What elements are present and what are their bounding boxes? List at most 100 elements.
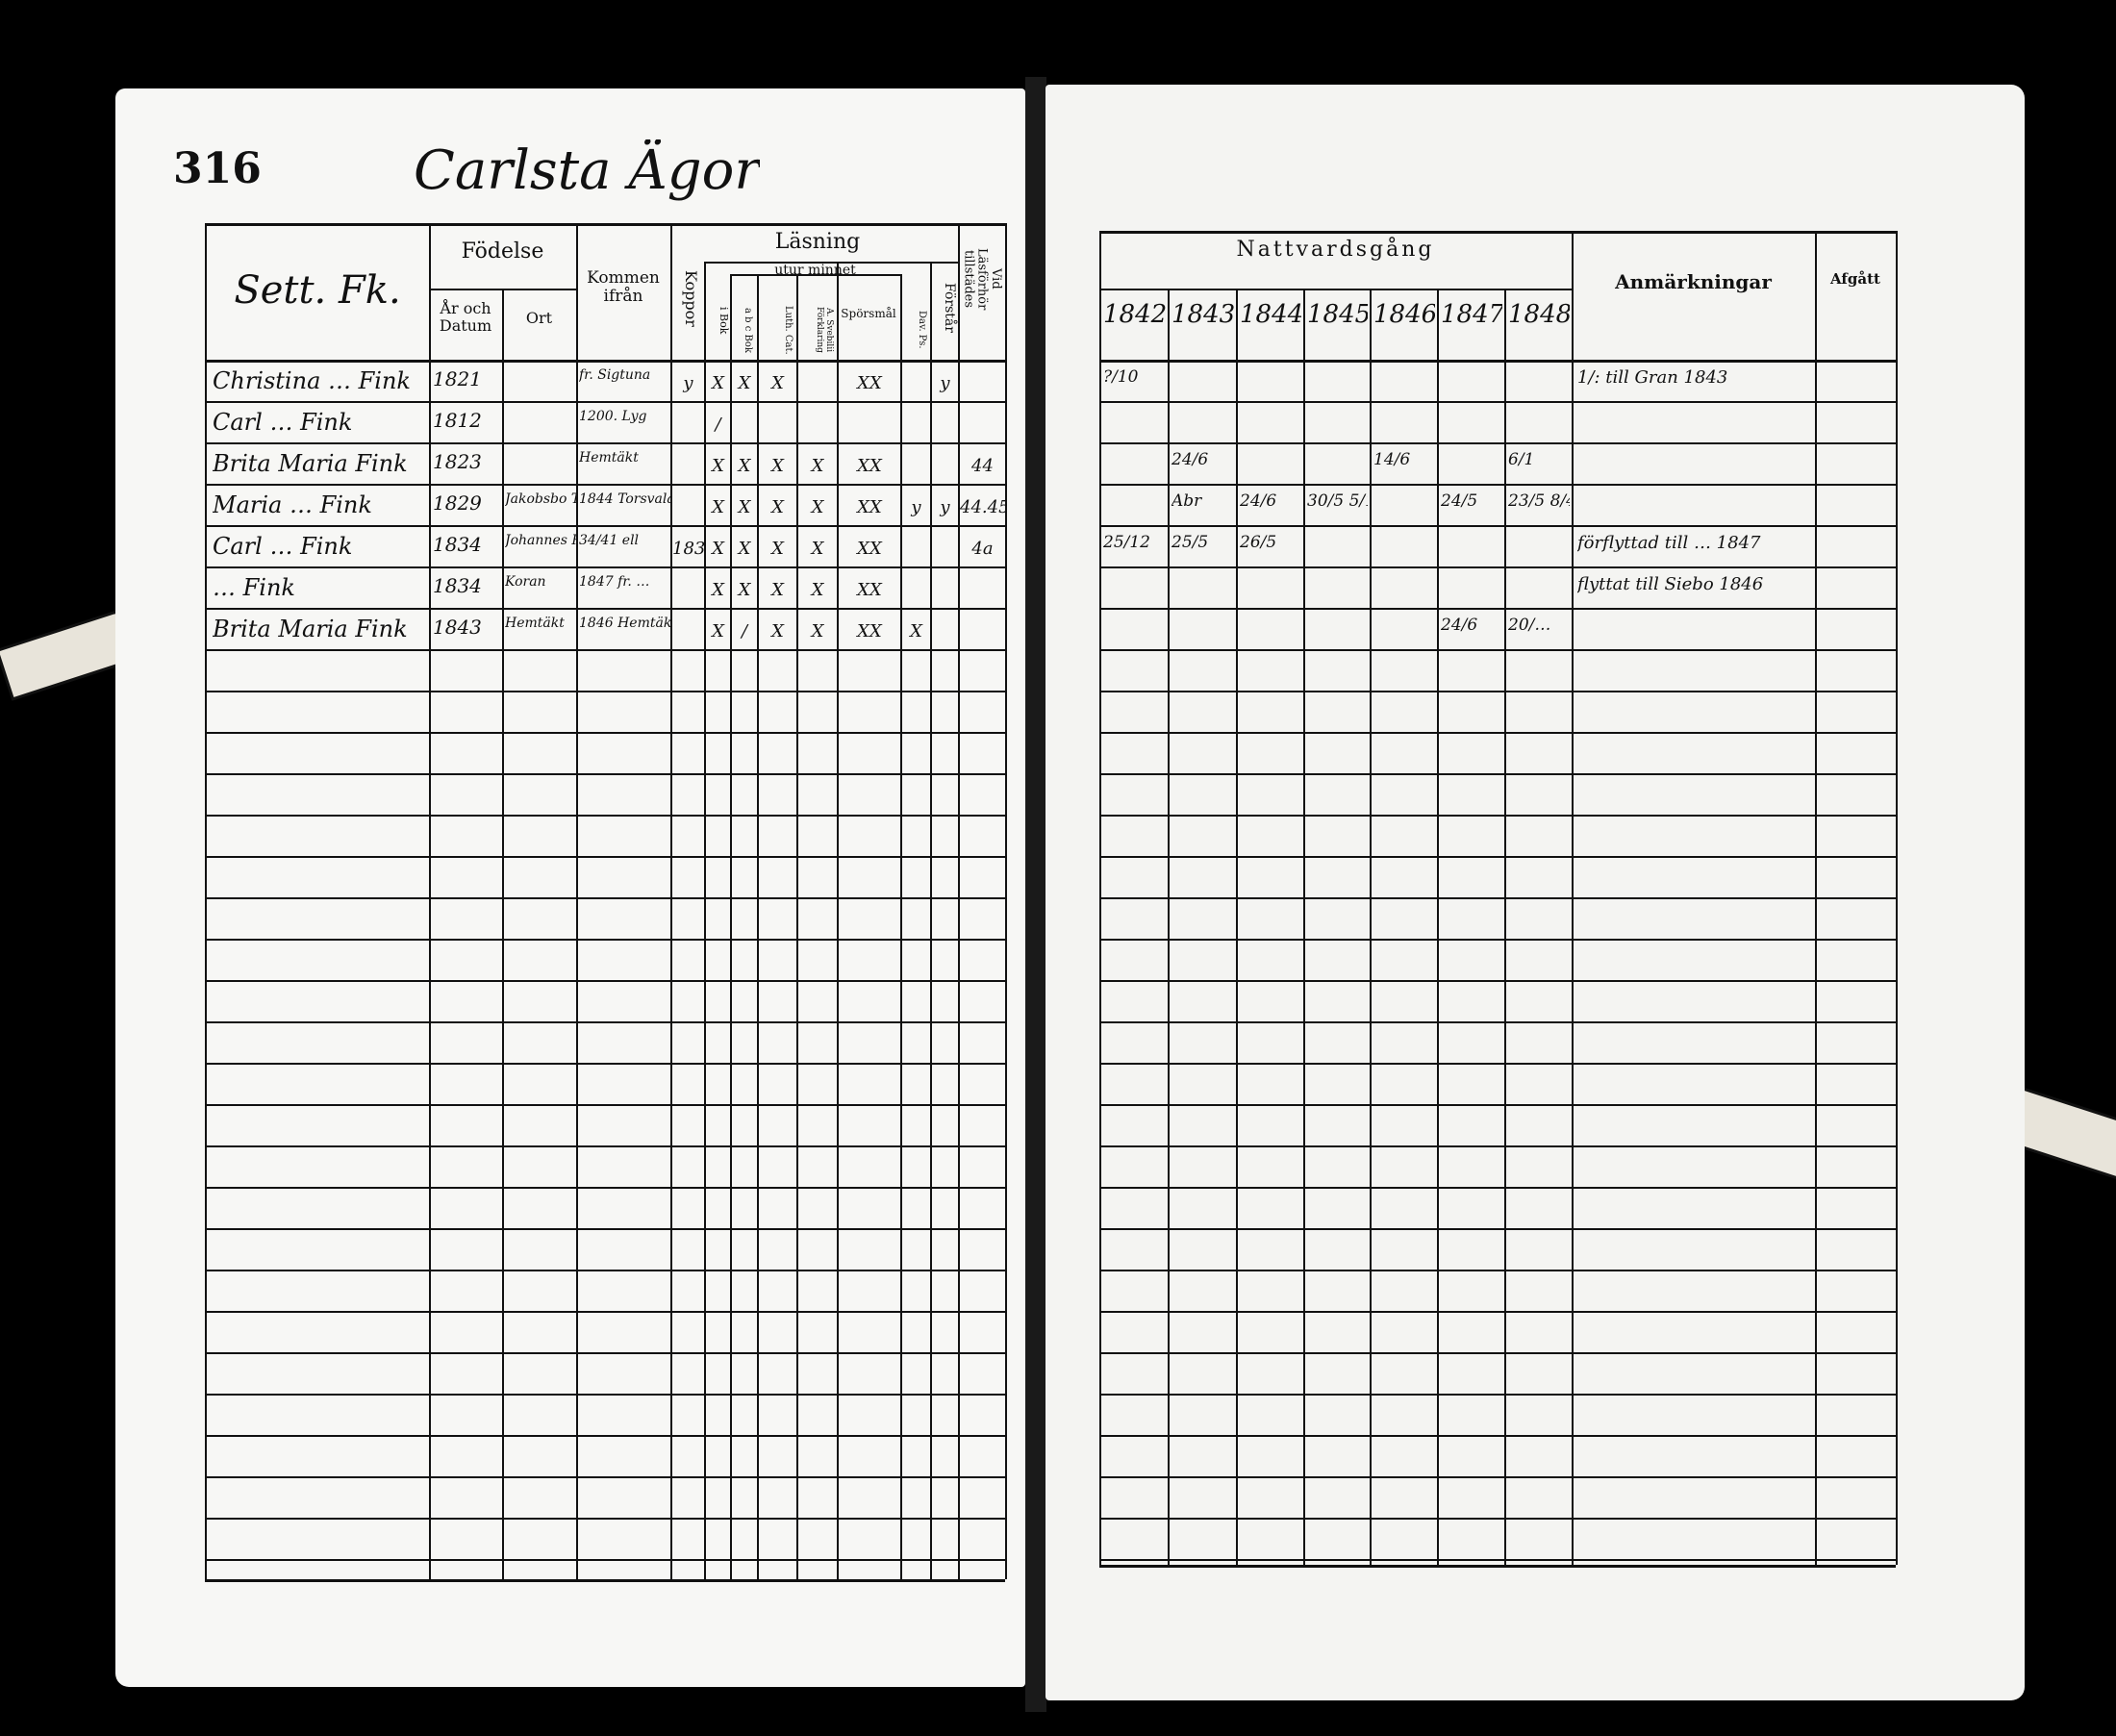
communion-date: 26/5 (1240, 533, 1277, 552)
grid-line (730, 274, 900, 276)
row-mark: XX (857, 621, 882, 642)
row-mark: X (811, 456, 824, 476)
grid-line (205, 223, 1005, 226)
row-mark: X (738, 497, 751, 517)
row-mark: X (712, 497, 724, 517)
row-mark: X (738, 456, 751, 476)
grid-line (1099, 856, 1896, 858)
grid-line (1099, 1352, 1896, 1354)
grid-line (1099, 360, 1896, 363)
communion-date: 6/1 (1508, 450, 1535, 469)
grid-line (205, 1228, 1005, 1230)
grid-line (205, 360, 1005, 363)
row-mark: X (771, 539, 784, 559)
row-mark: X (712, 621, 724, 642)
grid-line (1099, 1311, 1896, 1313)
header-kommen_ifran: Kommen ifrån (587, 268, 660, 306)
left-page (115, 88, 1025, 1687)
grid-line (205, 980, 1005, 982)
row-mark: XX (857, 456, 882, 476)
header-year: 1845 (1307, 300, 1368, 329)
header-bok: i Bok (718, 306, 730, 335)
row-mark: X (771, 373, 784, 393)
grid-line (1236, 289, 1238, 1565)
communion-date: 24/6 (1240, 491, 1277, 511)
grid-line (205, 608, 1005, 610)
row-from: fr. Sigtuna (579, 367, 651, 383)
grid-line (757, 274, 759, 1579)
remark: flyttat till Siebo 1846 (1577, 574, 1764, 594)
row-birth: 1843 (433, 616, 482, 639)
grid-line (429, 223, 431, 1579)
grid-line (958, 223, 960, 1579)
row-name: Brita Maria Fink (213, 616, 408, 642)
grid-line (205, 939, 1005, 941)
grid-line (1437, 289, 1439, 1565)
grid-line (205, 732, 1005, 734)
grid-line (205, 566, 1005, 568)
grid-line (205, 1145, 1005, 1147)
grid-line (205, 1021, 1005, 1023)
grid-line (704, 262, 706, 1579)
header-afgatt: Afgått (1830, 270, 1880, 288)
row-from: 1846 Hemtäkt (579, 616, 670, 631)
row-birth: 1829 (433, 491, 482, 515)
grid-line (837, 262, 839, 1579)
grid-line (1099, 1476, 1896, 1478)
grid-line (930, 262, 932, 1579)
row-mark: X (712, 456, 724, 476)
row-birth: 1812 (433, 409, 482, 432)
grid-line (1099, 1104, 1896, 1106)
grid-line (1099, 1187, 1896, 1189)
grid-line (1896, 231, 1898, 1565)
row-mark: X (811, 539, 824, 559)
grid-line (670, 223, 672, 1579)
communion-date: 30/5 5/10 (1307, 491, 1368, 511)
header-year: 1842 (1103, 300, 1166, 329)
row-mark: X (712, 373, 724, 393)
grid-line (1099, 773, 1896, 775)
row-mark: XX (857, 373, 882, 393)
row-name: … Fink (213, 574, 295, 601)
grid-line (205, 1270, 1005, 1271)
grid-line (205, 1394, 1005, 1396)
grid-line (1099, 815, 1896, 817)
grid-line (1099, 442, 1896, 444)
header-year: 1847 (1441, 300, 1502, 329)
row-birth: 1834 (433, 533, 482, 556)
row-mark: X (738, 373, 751, 393)
grid-line (1370, 289, 1372, 1565)
row-mark: X (738, 580, 751, 600)
row-ort: Jakobsbo Torsvi (505, 491, 576, 507)
grid-line (1099, 231, 1896, 234)
grid-line (900, 274, 902, 1579)
grid-line (1099, 939, 1896, 941)
row-from: 34/41 ell (579, 533, 640, 548)
row-mark: X (771, 621, 784, 642)
grid-line (1099, 1021, 1896, 1023)
row-mark: XX (857, 539, 882, 559)
communion-date: 25/12 (1103, 533, 1150, 552)
grid-line (1099, 1270, 1896, 1271)
header-year: 1848 (1508, 300, 1570, 329)
grid-line (205, 649, 1005, 651)
row-from: 1844 Torsvalar (579, 491, 670, 507)
row-mark: 1832 (672, 539, 704, 559)
grid-line (1099, 1435, 1896, 1437)
header-fodelse: Födelse (461, 239, 544, 264)
grid-line (1099, 525, 1896, 527)
grid-line (576, 223, 578, 1579)
header-forstar: Förstår (942, 283, 957, 333)
grid-line (704, 262, 958, 264)
header-lasning: Läsning (774, 230, 861, 254)
row-name: Carl … Fink (213, 409, 353, 436)
row-name: Carl … Fink (213, 533, 353, 560)
grid-line (1099, 1063, 1896, 1065)
communion-date: 25/5 (1171, 533, 1209, 552)
grid-line (205, 897, 1005, 899)
row-mark: 44 (971, 456, 994, 476)
grid-line (1099, 1394, 1896, 1396)
grid-line (1504, 289, 1506, 1565)
row-mark: y (683, 373, 693, 393)
grid-line (1099, 1518, 1896, 1520)
